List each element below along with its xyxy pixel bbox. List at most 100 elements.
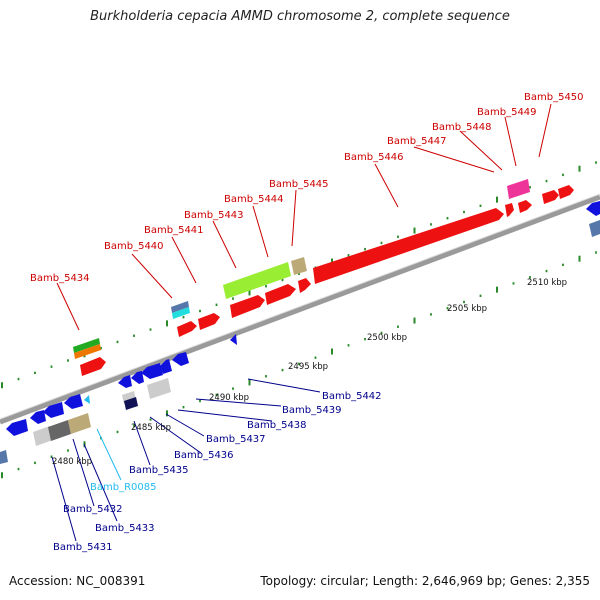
gene-label[interactable]: Bamb_5433 <box>95 523 155 534</box>
feature-cyan[interactable] <box>172 307 190 319</box>
forward-genes <box>80 185 574 376</box>
gene-arrow[interactable] <box>43 402 64 418</box>
kbp-label: 2505 kbp <box>447 304 487 314</box>
gene-arrow[interactable] <box>230 295 265 318</box>
gene-label[interactable]: Bamb_5448 <box>432 122 492 133</box>
gene-label[interactable]: Bamb_5438 <box>247 420 307 431</box>
gene-arrow[interactable] <box>64 394 83 409</box>
feature-darkgrey[interactable] <box>48 420 71 441</box>
gene-arrow[interactable] <box>6 419 28 436</box>
label-connector <box>72 438 95 507</box>
gene-label[interactable]: Bamb_R0085 <box>90 482 156 493</box>
feature-slate[interactable] <box>171 301 189 313</box>
gene-arrow[interactable] <box>558 185 574 199</box>
gene-arrow[interactable] <box>80 357 106 376</box>
gene-arrow[interactable] <box>160 359 172 374</box>
label-connector <box>459 130 503 171</box>
feature-blocks <box>73 179 530 359</box>
forward-labels: Bamb_5434 Bamb_5440 Bamb_5441 Bamb_5443 Bamb… <box>30 92 584 284</box>
label-connector <box>56 282 80 331</box>
gene-arrow[interactable] <box>542 190 559 204</box>
kbp-label: 2510 kbp <box>527 278 567 288</box>
gene-label[interactable]: Bamb_5437 <box>206 434 266 445</box>
gene-arrow[interactable] <box>118 375 132 388</box>
kbp-label: 2485 kbp <box>131 423 171 433</box>
label-connector <box>291 189 297 247</box>
topology-label: Topology: circular; Length: 2,646,969 bp… <box>260 574 590 588</box>
label-connector <box>252 205 269 258</box>
label-connector <box>171 236 197 284</box>
gene-arrow[interactable] <box>313 208 504 284</box>
gene-label[interactable]: Bamb_5431 <box>53 542 113 553</box>
gene-label[interactable]: Bamb_5450 <box>524 92 584 103</box>
reverse-genes <box>0 201 600 464</box>
feature-green[interactable] <box>73 338 100 353</box>
feature-lightgrey[interactable] <box>147 378 171 399</box>
gene-arrow[interactable] <box>230 334 237 345</box>
gene-label[interactable]: Bamb_5444 <box>224 194 284 205</box>
label-connector <box>413 146 495 173</box>
backbone-line-inner <box>0 193 600 420</box>
kbp-label: 2500 kbp <box>367 333 407 343</box>
gene-arrow[interactable] <box>518 200 532 213</box>
kbp-label: 2495 kbp <box>288 362 328 372</box>
gene-label[interactable]: Bamb_5435 <box>129 465 189 476</box>
label-connector <box>504 116 517 167</box>
accession-label: Accession: NC_008391 <box>9 574 146 588</box>
gene-arrow[interactable] <box>265 284 296 305</box>
kbp-label: 2480 kbp <box>52 457 92 467</box>
gene-label[interactable]: Bamb_5434 <box>30 273 90 284</box>
gene-arrow[interactable] <box>198 313 220 330</box>
gene-label[interactable]: Bamb_5449 <box>477 107 537 118</box>
label-connector <box>165 413 205 437</box>
label-connector <box>195 398 282 407</box>
map-title: Burkholderia cepacia AMMD chromosome 2, … <box>90 9 510 24</box>
gene-label[interactable]: Bamb_5432 <box>63 504 123 515</box>
reverse-blocks <box>33 378 171 446</box>
feature-orange[interactable] <box>74 344 101 359</box>
gene-arrow[interactable] <box>177 321 197 337</box>
gene-arrow[interactable] <box>131 371 144 384</box>
label-connector <box>133 420 151 466</box>
gene-label[interactable]: Bamb_5445 <box>269 179 329 190</box>
gene-label[interactable]: Bamb_5443 <box>184 210 244 221</box>
gene-edge-left[interactable] <box>0 450 8 464</box>
gene-arrow[interactable] <box>298 278 311 293</box>
kbp-label: 2490 kbp <box>209 393 249 403</box>
feature-khaki[interactable] <box>291 257 307 275</box>
label-connectors <box>51 103 552 542</box>
label-connector <box>83 443 118 522</box>
gene-arrow[interactable] <box>30 410 46 424</box>
feature-cyan-arrow[interactable] <box>84 395 90 404</box>
feature-lightgrey[interactable] <box>33 426 53 446</box>
feature-lime[interactable] <box>223 262 291 299</box>
gene-arrow[interactable] <box>586 201 600 216</box>
label-connector <box>374 163 399 208</box>
gene-arrow[interactable] <box>505 203 514 217</box>
gene-label[interactable]: Bamb_5440 <box>104 241 164 252</box>
gene-label[interactable]: Bamb_5447 <box>387 136 447 147</box>
label-connector <box>51 456 77 542</box>
label-connector <box>212 220 237 269</box>
label-connector <box>131 253 173 299</box>
label-connector <box>149 416 202 454</box>
gene-label[interactable]: Bamb_5442 <box>322 391 382 402</box>
gene-label[interactable]: Bamb_5446 <box>344 152 404 163</box>
gene-label[interactable]: Bamb_5441 <box>144 225 204 236</box>
gene-arrow[interactable] <box>172 352 189 366</box>
gene-arrow[interactable] <box>141 363 163 379</box>
kbp-labels: 2480 kbp 2485 kbp 2490 kbp 2495 kbp 2500 kbp… <box>52 278 567 467</box>
label-connector <box>96 428 122 481</box>
gene-label[interactable]: Bamb_5436 <box>174 450 234 461</box>
feature-khaki[interactable] <box>68 413 91 434</box>
label-connector <box>538 103 552 158</box>
backbone-line <box>0 194 600 425</box>
gene-label[interactable]: Bamb_5439 <box>282 405 342 416</box>
label-connector <box>177 409 273 422</box>
gene-edge-right[interactable] <box>589 220 600 237</box>
label-connector <box>247 378 321 393</box>
feature-navy[interactable] <box>124 397 138 410</box>
tick-rows <box>1 161 597 479</box>
feature-magenta[interactable] <box>507 179 530 199</box>
